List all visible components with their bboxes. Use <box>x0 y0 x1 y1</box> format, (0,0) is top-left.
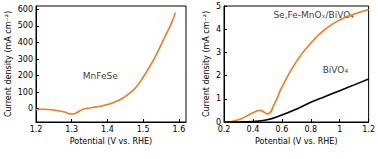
svg-text:1.3: 1.3 <box>65 125 78 134</box>
svg-text:600: 600 <box>18 5 33 14</box>
svg-text:500: 500 <box>18 21 33 30</box>
svg-text:Se,Fe-MnOₓ/BiVO₄: Se,Fe-MnOₓ/BiVO₄ <box>273 10 354 21</box>
svg-text:0.2: 0.2 <box>218 125 231 134</box>
svg-text:0: 0 <box>215 117 221 127</box>
svg-text:200: 200 <box>18 71 33 80</box>
svg-text:0.4: 0.4 <box>247 125 260 134</box>
svg-text:0: 0 <box>28 104 33 113</box>
svg-text:1.2: 1.2 <box>30 125 43 134</box>
svg-text:1: 1 <box>216 94 221 103</box>
svg-text:1: 1 <box>337 125 342 134</box>
svg-text:Current density (mA cm⁻²): Current density (mA cm⁻²) <box>202 11 211 117</box>
svg-text:Current density (mA cm⁻²): Current density (mA cm⁻²) <box>4 11 13 117</box>
svg-text:2: 2 <box>216 71 221 80</box>
svg-text:0.8: 0.8 <box>304 125 317 134</box>
svg-text:MnFeSe: MnFeSe <box>83 71 118 81</box>
svg-text:1.5: 1.5 <box>137 125 150 134</box>
svg-text:Potential (V vs. RHE): Potential (V vs. RHE) <box>255 137 337 146</box>
svg-text:Potential (V vs. RHE): Potential (V vs. RHE) <box>70 137 152 146</box>
svg-text:4: 4 <box>216 25 221 34</box>
svg-text:BiVO₄: BiVO₄ <box>323 65 349 75</box>
svg-text:1.4: 1.4 <box>101 125 114 134</box>
svg-text:1.2: 1.2 <box>362 125 375 134</box>
svg-text:400: 400 <box>18 38 33 47</box>
svg-text:1.6: 1.6 <box>172 125 185 134</box>
svg-text:300: 300 <box>18 55 33 64</box>
svg-text:3: 3 <box>216 48 221 57</box>
svg-text:5: 5 <box>216 2 221 11</box>
svg-text:100: 100 <box>18 88 33 97</box>
svg-text:0.6: 0.6 <box>275 125 288 134</box>
